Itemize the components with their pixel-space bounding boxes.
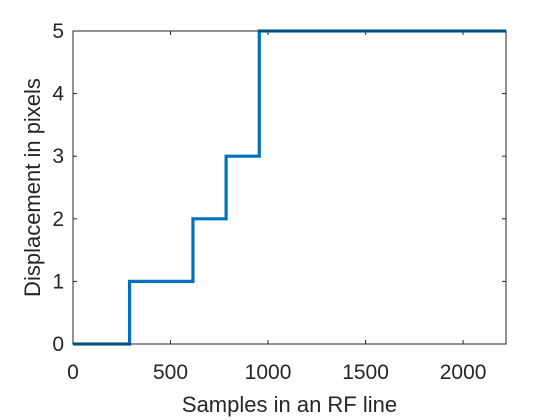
x-tick-label: 1500: [342, 361, 389, 384]
y-tick-label: 3: [52, 145, 64, 168]
series-line: [73, 29, 506, 346]
y-axis-label: Displacement in pixels: [20, 78, 45, 297]
y-axis-ticks: 0 1 2 3 4 5: [52, 20, 506, 356]
x-tick-label: 0: [67, 361, 79, 384]
y-tick-label: 4: [52, 83, 64, 106]
plot-area: [73, 31, 506, 344]
axes-box: [72, 30, 507, 345]
x-tick-label: 500: [153, 361, 188, 384]
series-layer: [73, 29, 506, 346]
y-tick-label: 2: [52, 208, 64, 231]
y-tick-label: 0: [52, 333, 64, 356]
x-axis-ticks: 0 500 1000 1500 2000: [67, 31, 486, 384]
x-tick-label: 2000: [440, 361, 487, 384]
x-axis-label: Samples in an RF line: [182, 392, 397, 417]
y-tick-label: 5: [52, 20, 64, 43]
y-tick-label: 1: [52, 270, 64, 293]
x-tick-label: 1000: [245, 361, 292, 384]
